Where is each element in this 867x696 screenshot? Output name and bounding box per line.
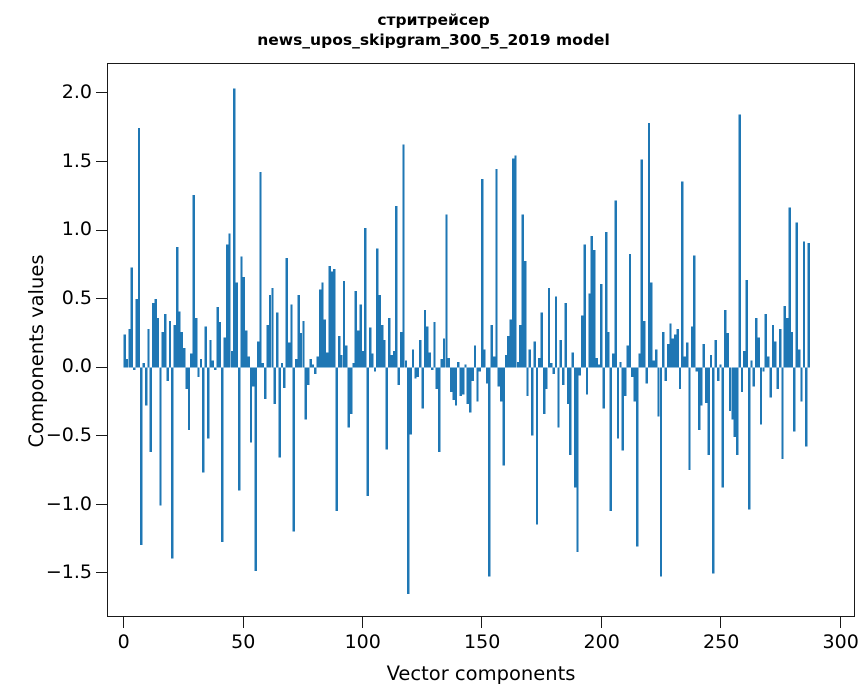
x-tick-mark	[242, 617, 244, 628]
chart-title: стритрейсер news_upos_skipgram_300_5_201…	[0, 10, 867, 50]
chart-title-line-2: news_upos_skipgram_300_5_2019 model	[257, 31, 610, 49]
x-tick-label: 250	[703, 631, 740, 653]
y-tick-mark	[96, 92, 107, 94]
plot-area	[107, 63, 855, 617]
x-tick-label: 0	[117, 631, 130, 653]
y-tick-mark	[96, 435, 107, 437]
x-tick-label: 150	[464, 631, 501, 653]
y-tick-mark	[96, 572, 107, 574]
y-tick-mark	[96, 366, 107, 368]
x-tick-mark	[600, 617, 602, 628]
x-tick-mark	[839, 617, 841, 628]
chart-title-line-1: стритрейсер	[377, 11, 490, 29]
x-tick-label: 100	[344, 631, 381, 653]
y-tick-label: 1.0	[61, 218, 92, 241]
y-tick-label: 1.5	[61, 149, 92, 172]
y-tick-label: 0.0	[61, 355, 92, 378]
x-tick-mark	[720, 617, 722, 628]
y-tick-label: 2.0	[61, 81, 92, 104]
y-tick-label: −1.5	[45, 561, 92, 584]
x-tick-mark	[123, 617, 125, 628]
y-tick-mark	[96, 229, 107, 231]
x-tick-mark	[481, 617, 483, 628]
x-tick-label: 300	[822, 631, 859, 653]
y-tick-mark	[96, 161, 107, 163]
y-tick-label: −1.0	[45, 492, 92, 515]
y-tick-mark	[96, 298, 107, 300]
y-tick-label: −0.5	[45, 423, 92, 446]
x-tick-label: 200	[583, 631, 620, 653]
y-axis-label: Components values	[25, 254, 48, 448]
y-tick-label: 0.5	[61, 286, 92, 309]
x-axis-label: Vector components	[386, 662, 576, 685]
x-tick-label: 50	[231, 631, 256, 653]
bar-series	[123, 88, 810, 595]
y-tick-mark	[96, 503, 107, 505]
x-tick-mark	[362, 617, 363, 628]
